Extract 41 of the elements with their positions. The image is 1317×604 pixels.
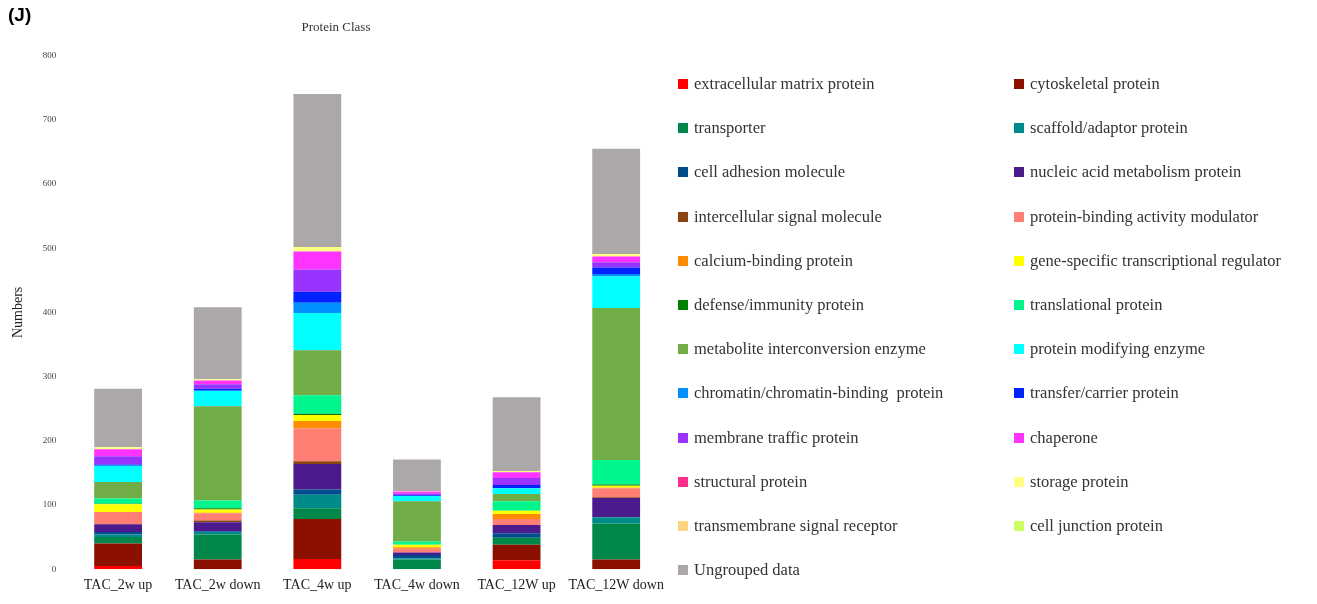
legend-label: extracellular matrix protein xyxy=(694,74,875,95)
legend-label: storage protein xyxy=(1030,471,1129,492)
x-tick-label: TAC_2w down xyxy=(174,577,261,593)
legend-label: Ungrouped data xyxy=(694,560,800,581)
y-tick-label: 800 xyxy=(42,49,57,60)
legend-label: intercellular signal molecule xyxy=(694,206,882,227)
legend-label: nucleic acid metabolism protein xyxy=(1030,162,1242,183)
x-tick-label: TAC_4w up xyxy=(283,577,352,593)
x-tick-label: TAC_4w down xyxy=(374,577,460,593)
y-tick-label: 300 xyxy=(42,370,57,381)
y-tick-label: 400 xyxy=(42,306,57,317)
legend-label: chaperone xyxy=(1030,427,1098,448)
legend-label: cell adhesion molecule xyxy=(694,162,846,183)
chart-title: Protein Class xyxy=(301,19,371,35)
y-axis-title: Numbers xyxy=(10,286,26,339)
legend-label: gene-specific transcriptional regulator xyxy=(1030,250,1282,271)
x-tick-label: TAC_12W down xyxy=(568,577,664,593)
legend-label: cytoskeletal protein xyxy=(1030,74,1160,95)
legend-label: metabolite interconversion enzyme xyxy=(694,339,926,360)
legend-label: transfer/carrier protein xyxy=(1030,383,1179,404)
legend-label: calcium-binding protein xyxy=(694,250,853,271)
legend-label: protein-binding activity modulator xyxy=(1030,206,1259,227)
legend-label: transporter xyxy=(694,118,766,139)
text: (J) xyxy=(8,4,32,26)
legend-label: scaffold/adaptor protein xyxy=(1030,118,1188,139)
y-tick-label: 700 xyxy=(42,114,57,125)
y-tick-label: 500 xyxy=(42,242,57,253)
legend-label: defense/immunity protein xyxy=(694,295,865,316)
y-tick-label: 200 xyxy=(42,435,57,446)
x-tick-label: TAC_2w up xyxy=(83,577,153,593)
y-tick-label: 600 xyxy=(42,178,57,189)
legend-label: transmembrane signal receptor xyxy=(694,515,898,536)
legend-label: membrane traffic protein xyxy=(694,427,859,448)
legend-label: protein modifying enzyme xyxy=(1030,339,1206,360)
legend-label: cell junction protein xyxy=(1030,515,1163,536)
legend-label: chromatin/chromatin-binding protein xyxy=(694,383,944,404)
legend-label: translational protein xyxy=(1030,295,1163,316)
y-tick-label: 0 xyxy=(51,563,57,574)
x-tick-label: TAC_12W up xyxy=(477,577,556,593)
y-tick-label: 100 xyxy=(42,499,57,510)
legend-label: structural protein xyxy=(694,471,808,492)
